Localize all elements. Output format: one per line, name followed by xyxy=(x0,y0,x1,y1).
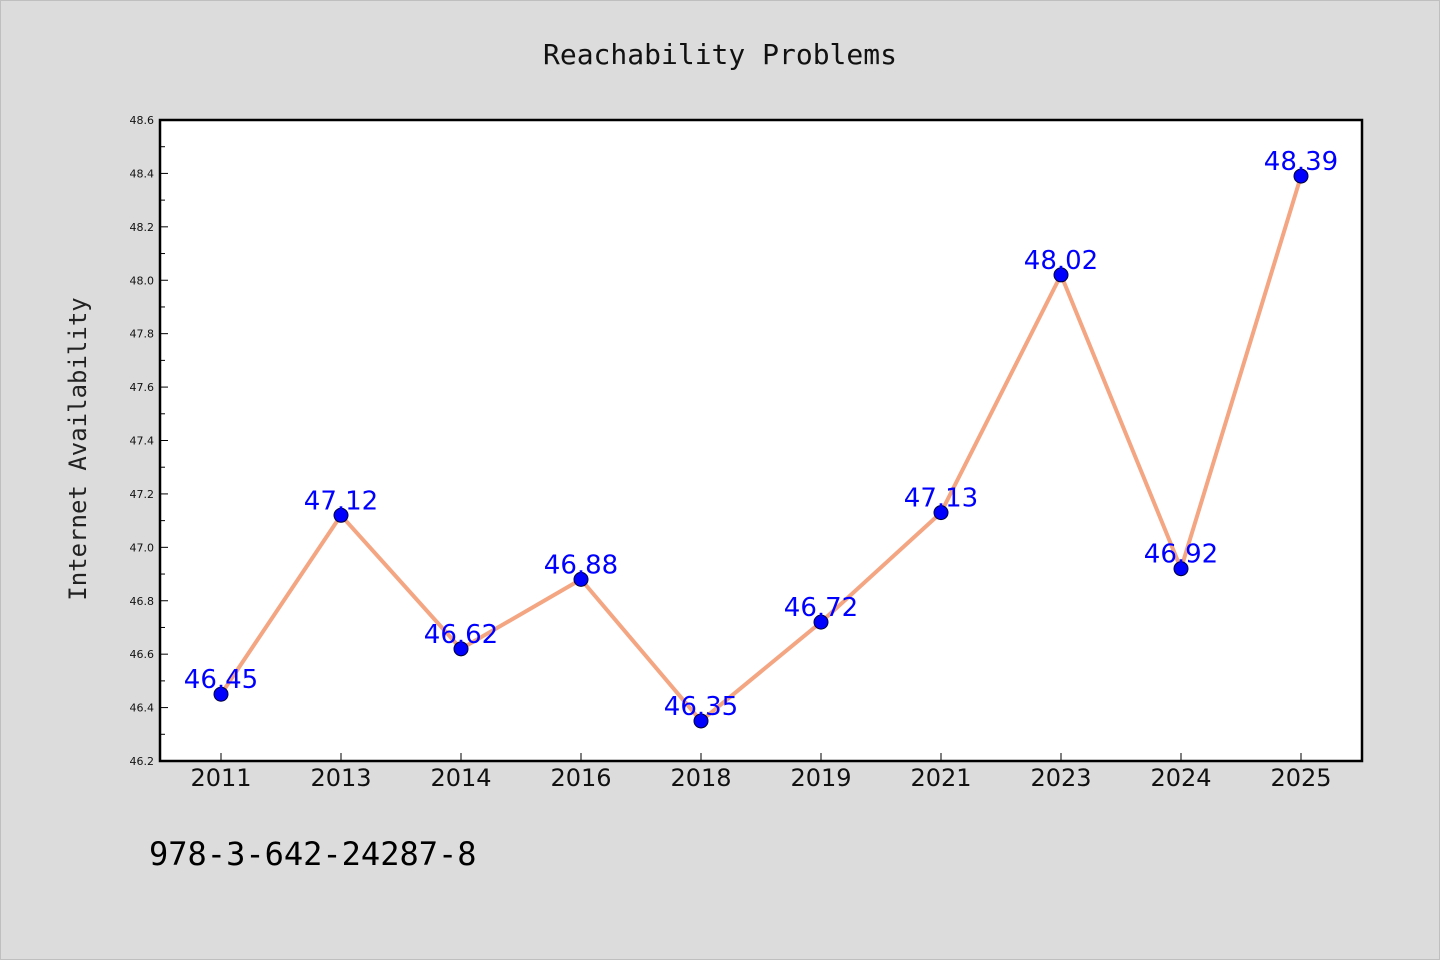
data-point xyxy=(693,713,709,729)
series-group: 46.45 47.12 46.62 46.88 46.35 46.72 47.13 48.02… xyxy=(184,147,1338,729)
x-tick-label: 2024 xyxy=(1150,764,1211,792)
series-line xyxy=(219,174,1303,723)
y-axis: 46.2 46.4 46.6 46.8 47.0 47.2 47.4 47.6 47.8 48.0… xyxy=(130,114,168,768)
y-tick-label: 46.2 xyxy=(130,755,155,768)
y-tick-label: 46.4 xyxy=(130,702,155,715)
y-tick-label: 46.8 xyxy=(130,595,155,608)
y-tick-label: 46.6 xyxy=(130,648,155,661)
x-tick-label: 2019 xyxy=(790,764,851,792)
y-tick-label: 47.0 xyxy=(130,541,155,554)
data-point xyxy=(1053,267,1069,283)
x-axis: 2011 2013 2014 2016 2018 2019 2021 2023 2024 2025 xyxy=(190,753,1332,792)
data-point xyxy=(933,505,949,521)
data-point xyxy=(333,507,349,523)
chart-title: Reachability Problems xyxy=(543,38,897,71)
data-label: 48.39 xyxy=(1264,147,1338,177)
y-tick-label: 47.4 xyxy=(130,435,155,448)
data-label: 47.12 xyxy=(304,486,378,516)
y-axis-label: Internet Availability xyxy=(64,297,92,600)
x-tick-label: 2016 xyxy=(550,764,611,792)
data-point xyxy=(813,614,829,630)
y-tick-label: 48.0 xyxy=(130,274,155,287)
y-tick-label: 48.2 xyxy=(130,221,155,234)
data-point xyxy=(453,641,469,657)
data-label: 46.88 xyxy=(544,550,618,580)
data-point xyxy=(1293,168,1309,184)
x-tick-label: 2013 xyxy=(310,764,371,792)
y-tick-label: 47.2 xyxy=(130,488,155,501)
data-label: 48.02 xyxy=(1024,246,1098,276)
y-tick-label: 48.6 xyxy=(130,114,155,127)
data-point xyxy=(213,686,229,702)
y-tick-label: 47.8 xyxy=(130,328,155,341)
x-tick-label: 2025 xyxy=(1270,764,1331,792)
data-label: 46.35 xyxy=(664,692,738,722)
data-label: 47.13 xyxy=(904,484,978,514)
x-tick-label: 2023 xyxy=(1030,764,1091,792)
plot-area xyxy=(158,118,1364,763)
data-point xyxy=(1173,561,1189,577)
data-label: 46.72 xyxy=(784,593,858,623)
x-tick-label: 2014 xyxy=(430,764,491,792)
data-label: 46.62 xyxy=(424,620,498,650)
y-tick-label: 48.4 xyxy=(130,167,155,180)
x-tick-label: 2021 xyxy=(910,764,971,792)
x-tick-label: 2011 xyxy=(190,764,251,792)
footer-isbn: 978-3-642-24287-8 xyxy=(149,835,477,873)
x-tick-label: 2018 xyxy=(670,764,731,792)
data-label: 46.92 xyxy=(1144,540,1218,570)
y-tick-label: 47.6 xyxy=(130,381,155,394)
data-label: 46.45 xyxy=(184,665,258,695)
data-point xyxy=(573,571,589,587)
